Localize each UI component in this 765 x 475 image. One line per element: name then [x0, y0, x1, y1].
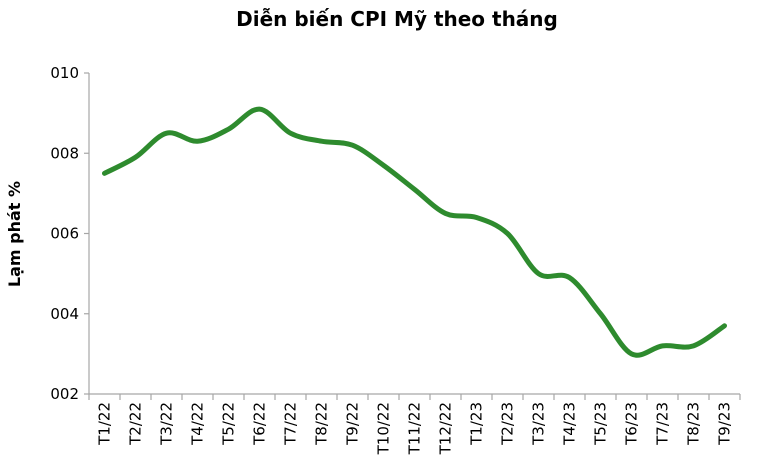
x-tick-label: T8/22 — [313, 402, 331, 446]
x-tick-label: T1/23 — [468, 402, 486, 446]
y-tick-label: 002 — [50, 385, 79, 403]
x-tick-label: T12/22 — [437, 402, 455, 455]
y-tick-label: 004 — [50, 305, 79, 323]
x-tick-label: T2/22 — [127, 402, 145, 446]
x-tick-label: T5/22 — [220, 402, 238, 446]
x-tick-label: T8/23 — [685, 402, 703, 446]
x-tick-label: T3/23 — [530, 402, 548, 446]
x-tick-label: T2/23 — [499, 402, 517, 446]
x-tick-label: T4/22 — [189, 402, 207, 446]
y-axis-label: Lạm phát % — [5, 181, 24, 287]
line — [102, 106, 727, 358]
x-tick-label: T6/22 — [251, 402, 269, 446]
x-tick-label: T6/23 — [623, 402, 641, 446]
x-tick-label: T9/22 — [344, 402, 362, 446]
y-tick-label: 006 — [50, 225, 79, 243]
x-tick-label: T9/23 — [716, 402, 734, 446]
x-tick-label: T10/22 — [375, 402, 393, 455]
x-tick-label: T11/22 — [406, 402, 424, 455]
y-tick-label: 008 — [50, 144, 79, 162]
x-tick-label: T3/22 — [158, 402, 176, 446]
x-tick-label: T7/23 — [654, 402, 672, 446]
x-tick-label: T4/23 — [561, 402, 579, 446]
x-tick-label: T7/22 — [282, 402, 300, 446]
x-tick-label: T5/23 — [592, 402, 610, 446]
chart-title: Diễn biến CPI Mỹ theo tháng — [236, 7, 558, 31]
y-tick-label: 010 — [50, 64, 79, 82]
x-tick-label: T1/22 — [96, 402, 114, 446]
